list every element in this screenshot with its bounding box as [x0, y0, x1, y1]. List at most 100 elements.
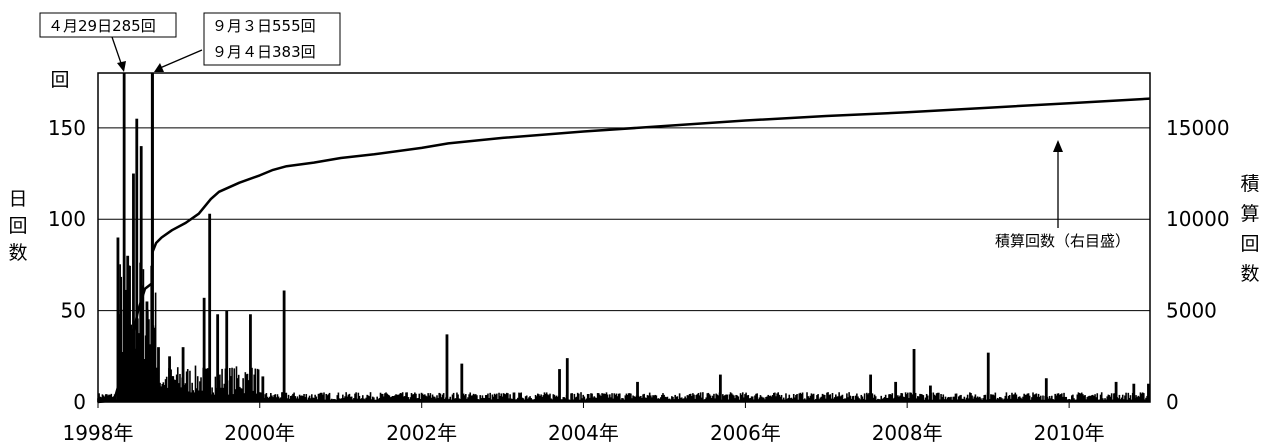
- daily-bar-491: [641, 397, 643, 402]
- daily-bar-775: [955, 393, 958, 402]
- daily-bar-538: [693, 394, 695, 402]
- daily-bar-493: [643, 393, 645, 402]
- daily-bar-224: [345, 392, 347, 402]
- daily-bar-395: [534, 394, 537, 402]
- daily-bar-523: [676, 396, 679, 402]
- daily-bar-196: [314, 394, 316, 402]
- daily-bar-218: [338, 398, 341, 402]
- daily-bar-578: [737, 396, 740, 402]
- daily-bar-784: [965, 397, 968, 402]
- daily-bar-768: [948, 396, 950, 402]
- daily-bar-284: [411, 394, 414, 402]
- daily-bar-420: [562, 397, 565, 402]
- peak1-annotation-text: ４月29日285回: [48, 17, 156, 35]
- daily-bar-252: [376, 396, 378, 402]
- daily-bar-71: [175, 374, 178, 402]
- daily-bar-767: [946, 397, 949, 402]
- daily-bar-885: [1077, 392, 1080, 402]
- daily-bar-630: [795, 395, 797, 402]
- daily-bar-509: [661, 394, 663, 402]
- daily-bar-531: [685, 398, 688, 402]
- daily-bar-274: [400, 393, 403, 402]
- daily-bar-875: [1066, 399, 1069, 402]
- daily-bar-63: [166, 387, 169, 402]
- daily-bar-704: [877, 398, 879, 402]
- daily-bar-613: [776, 393, 778, 402]
- daily-bar-204: [323, 392, 325, 402]
- daily-bar-636: [801, 392, 804, 402]
- peak2-arrow-head: [154, 63, 164, 72]
- daily-bar-51: [153, 327, 156, 402]
- daily-bar-572: [730, 393, 733, 402]
- daily-bar-180: [296, 396, 299, 402]
- daily-bar-782: [963, 396, 966, 402]
- daily-bar-819: [1004, 395, 1007, 402]
- daily-bar-821: [1006, 398, 1009, 402]
- daily-bar-223: [344, 396, 346, 402]
- daily-bar-288: [416, 398, 418, 402]
- daily-bar-571: [729, 392, 732, 402]
- daily-bar-833: [1020, 397, 1022, 402]
- daily-bar-508: [659, 397, 662, 402]
- daily-bar-349: [483, 398, 486, 402]
- daily-bar-292: [420, 392, 423, 402]
- daily-bar-267: [392, 396, 395, 402]
- daily-bar-606: [768, 395, 771, 402]
- daily-bar-10: [108, 394, 110, 402]
- daily-bar-842: [1029, 399, 1032, 402]
- daily-bar-620: [784, 399, 786, 402]
- daily-bar-452: [597, 393, 600, 402]
- daily-bar-530: [684, 396, 686, 402]
- daily-bar-815: [1000, 397, 1002, 402]
- daily-bar-575: [734, 398, 736, 402]
- daily-bar-859: [1048, 395, 1051, 402]
- daily-bar-915: [1110, 393, 1113, 402]
- daily-bar-545: [700, 397, 703, 402]
- daily-bar-131: [242, 378, 244, 402]
- daily-bar-807: [991, 394, 993, 402]
- daily-bar-691: [862, 398, 865, 402]
- daily-bar-261: [386, 393, 388, 402]
- daily-spike-1999-01-20: [181, 347, 185, 402]
- daily-bar-599: [760, 396, 763, 402]
- daily-bar-403: [543, 392, 546, 402]
- right-axis-ticks: 0 5000 10000 15000: [1166, 116, 1230, 414]
- daily-bar-219: [339, 398, 342, 402]
- daily-bar-285: [412, 394, 415, 402]
- daily-spike-1999-11-20: [249, 314, 252, 402]
- daily-bar-863: [1053, 399, 1055, 402]
- daily-bar-407: [548, 395, 550, 402]
- daily-bar-601: [763, 397, 765, 402]
- daily-bar-638: [803, 398, 806, 402]
- daily-bar-408: [549, 393, 551, 402]
- daily-bar-458: [604, 393, 607, 402]
- daily-bar-802: [985, 399, 988, 402]
- daily-bar-764: [943, 399, 946, 402]
- daily-bar-941: [1139, 392, 1142, 402]
- daily-bar-791: [973, 396, 976, 402]
- daily-bar-231: [353, 398, 355, 402]
- daily-bar-344: [478, 399, 480, 402]
- daily-bar-537: [692, 393, 694, 402]
- daily-bar-103: [211, 387, 213, 402]
- daily-bar-927: [1124, 395, 1126, 402]
- daily-bar-506: [657, 398, 660, 402]
- daily-bar-861: [1051, 395, 1053, 402]
- daily-bar-939: [1137, 395, 1140, 402]
- daily-bar-162: [276, 394, 279, 402]
- daily-bar-154: [267, 398, 270, 402]
- daily-bar-313: [443, 398, 446, 402]
- daily-bar-201: [319, 392, 322, 402]
- daily-bar-128: [239, 386, 241, 402]
- daily-bar-263: [388, 395, 391, 402]
- daily-bar-69: [173, 379, 176, 402]
- daily-bar-868: [1058, 394, 1061, 402]
- daily-bar-718: [892, 398, 895, 402]
- daily-bar-297: [426, 396, 428, 402]
- x-tick-label-2002: 2002年: [386, 421, 457, 444]
- daily-bar-322: [453, 398, 456, 402]
- daily-bar-216: [336, 395, 339, 402]
- daily-bar-687: [858, 398, 860, 402]
- daily-bar-197: [315, 396, 318, 402]
- daily-bar-391: [530, 398, 532, 402]
